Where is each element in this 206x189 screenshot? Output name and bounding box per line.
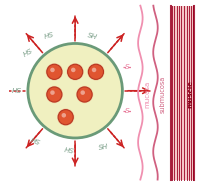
Circle shape bbox=[57, 108, 74, 126]
Circle shape bbox=[28, 43, 122, 138]
Circle shape bbox=[88, 64, 103, 79]
Text: HS: HS bbox=[64, 147, 75, 155]
Circle shape bbox=[46, 63, 63, 81]
Circle shape bbox=[50, 90, 54, 95]
Circle shape bbox=[77, 87, 92, 102]
Text: S: S bbox=[124, 108, 129, 114]
Text: SH: SH bbox=[97, 144, 109, 151]
Text: SH: SH bbox=[86, 32, 97, 40]
Circle shape bbox=[67, 64, 82, 79]
Circle shape bbox=[47, 87, 62, 102]
Circle shape bbox=[46, 86, 63, 103]
Circle shape bbox=[61, 113, 66, 118]
Text: HS: HS bbox=[22, 48, 34, 58]
Circle shape bbox=[66, 63, 83, 81]
Circle shape bbox=[91, 68, 96, 72]
Text: HS: HS bbox=[29, 137, 41, 146]
Bar bbox=[170, 6, 193, 180]
Text: HS: HS bbox=[12, 88, 21, 94]
Circle shape bbox=[50, 68, 54, 72]
Circle shape bbox=[80, 90, 85, 95]
Text: HS: HS bbox=[43, 32, 54, 40]
Circle shape bbox=[76, 86, 93, 103]
Circle shape bbox=[87, 63, 104, 81]
Circle shape bbox=[47, 64, 62, 79]
Circle shape bbox=[58, 110, 73, 125]
Text: mucosa: mucosa bbox=[143, 81, 149, 108]
Text: S: S bbox=[124, 64, 129, 70]
Text: submucosa: submucosa bbox=[159, 76, 165, 113]
Circle shape bbox=[71, 68, 75, 72]
Text: muscle: muscle bbox=[187, 81, 192, 108]
